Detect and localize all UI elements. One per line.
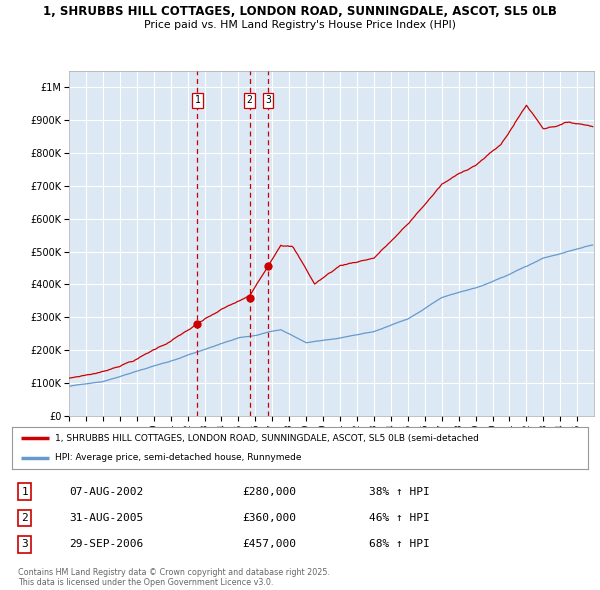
Text: 1: 1 xyxy=(21,487,28,497)
Text: 46% ↑ HPI: 46% ↑ HPI xyxy=(369,513,430,523)
Text: Contains HM Land Registry data © Crown copyright and database right 2025.
This d: Contains HM Land Registry data © Crown c… xyxy=(18,568,330,587)
Text: 1, SHRUBBS HILL COTTAGES, LONDON ROAD, SUNNINGDALE, ASCOT, SL5 0LB (semi-detache: 1, SHRUBBS HILL COTTAGES, LONDON ROAD, S… xyxy=(55,434,479,442)
Text: 68% ↑ HPI: 68% ↑ HPI xyxy=(369,539,430,549)
Text: 38% ↑ HPI: 38% ↑ HPI xyxy=(369,487,430,497)
Text: 1, SHRUBBS HILL COTTAGES, LONDON ROAD, SUNNINGDALE, ASCOT, SL5 0LB: 1, SHRUBBS HILL COTTAGES, LONDON ROAD, S… xyxy=(43,5,557,18)
Text: 2: 2 xyxy=(247,96,253,106)
Text: 31-AUG-2005: 31-AUG-2005 xyxy=(70,513,144,523)
Text: Price paid vs. HM Land Registry's House Price Index (HPI): Price paid vs. HM Land Registry's House … xyxy=(144,20,456,30)
Text: 07-AUG-2002: 07-AUG-2002 xyxy=(70,487,144,497)
Text: 29-SEP-2006: 29-SEP-2006 xyxy=(70,539,144,549)
Text: 1: 1 xyxy=(194,96,200,106)
Text: 3: 3 xyxy=(265,96,271,106)
Text: £360,000: £360,000 xyxy=(242,513,296,523)
Text: 3: 3 xyxy=(21,539,28,549)
Text: £280,000: £280,000 xyxy=(242,487,296,497)
Text: HPI: Average price, semi-detached house, Runnymede: HPI: Average price, semi-detached house,… xyxy=(55,453,302,462)
Text: 2: 2 xyxy=(21,513,28,523)
Text: £457,000: £457,000 xyxy=(242,539,296,549)
